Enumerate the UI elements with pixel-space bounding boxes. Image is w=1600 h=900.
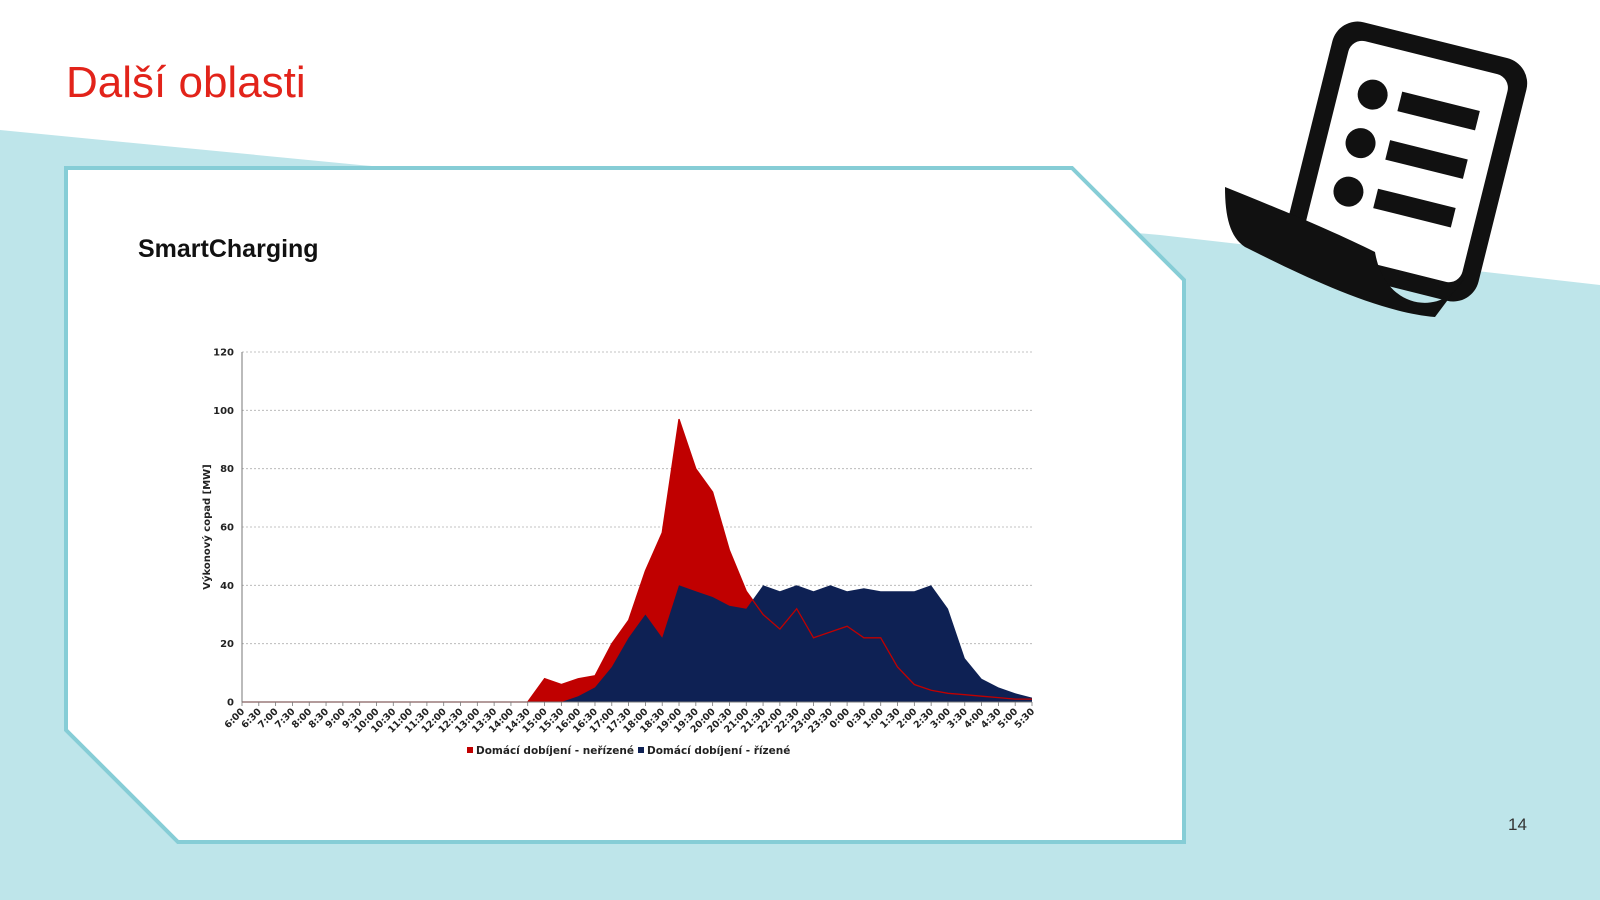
y-axis-label: Výkonový copad [MW] — [201, 464, 213, 589]
legend-controlled-label: Domácí dobíjení - řízené — [647, 745, 790, 757]
y-tick-label: 80 — [220, 464, 234, 475]
legend: Domácí dobíjení - neřízené Domácí dobíjen… — [467, 745, 790, 757]
y-tick-label: 0 — [227, 698, 234, 709]
y-tick-label: 20 — [220, 639, 234, 650]
slide-title: Další oblasti — [66, 58, 306, 107]
y-tick-label: 40 — [220, 581, 234, 592]
y-tick-label: 100 — [213, 406, 234, 417]
document-list-icon — [1225, 21, 1528, 317]
page-number: 14 — [1508, 815, 1527, 834]
charging-power-chart: 0204060801001206:006:307:007:308:008:309… — [201, 348, 1038, 758]
x-tick-label: 5:30 — [1013, 706, 1038, 731]
legend-uncontrolled-swatch — [467, 747, 473, 753]
series-areas — [242, 418, 1032, 703]
chart-heading: SmartCharging — [138, 235, 319, 263]
y-tick-label: 120 — [213, 348, 234, 359]
series-area-controlled — [242, 585, 1032, 702]
legend-uncontrolled-label: Domácí dobíjení - neřízené — [476, 745, 634, 757]
legend-controlled-swatch — [638, 747, 644, 753]
y-tick-label: 60 — [220, 523, 234, 534]
